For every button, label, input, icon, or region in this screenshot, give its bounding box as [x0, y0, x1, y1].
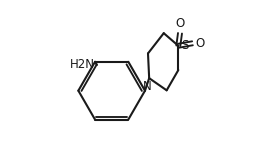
Text: O: O — [195, 37, 205, 50]
Text: N: N — [143, 80, 151, 93]
Text: O: O — [175, 17, 185, 30]
Text: S: S — [181, 39, 188, 52]
Text: H2N: H2N — [70, 58, 95, 71]
